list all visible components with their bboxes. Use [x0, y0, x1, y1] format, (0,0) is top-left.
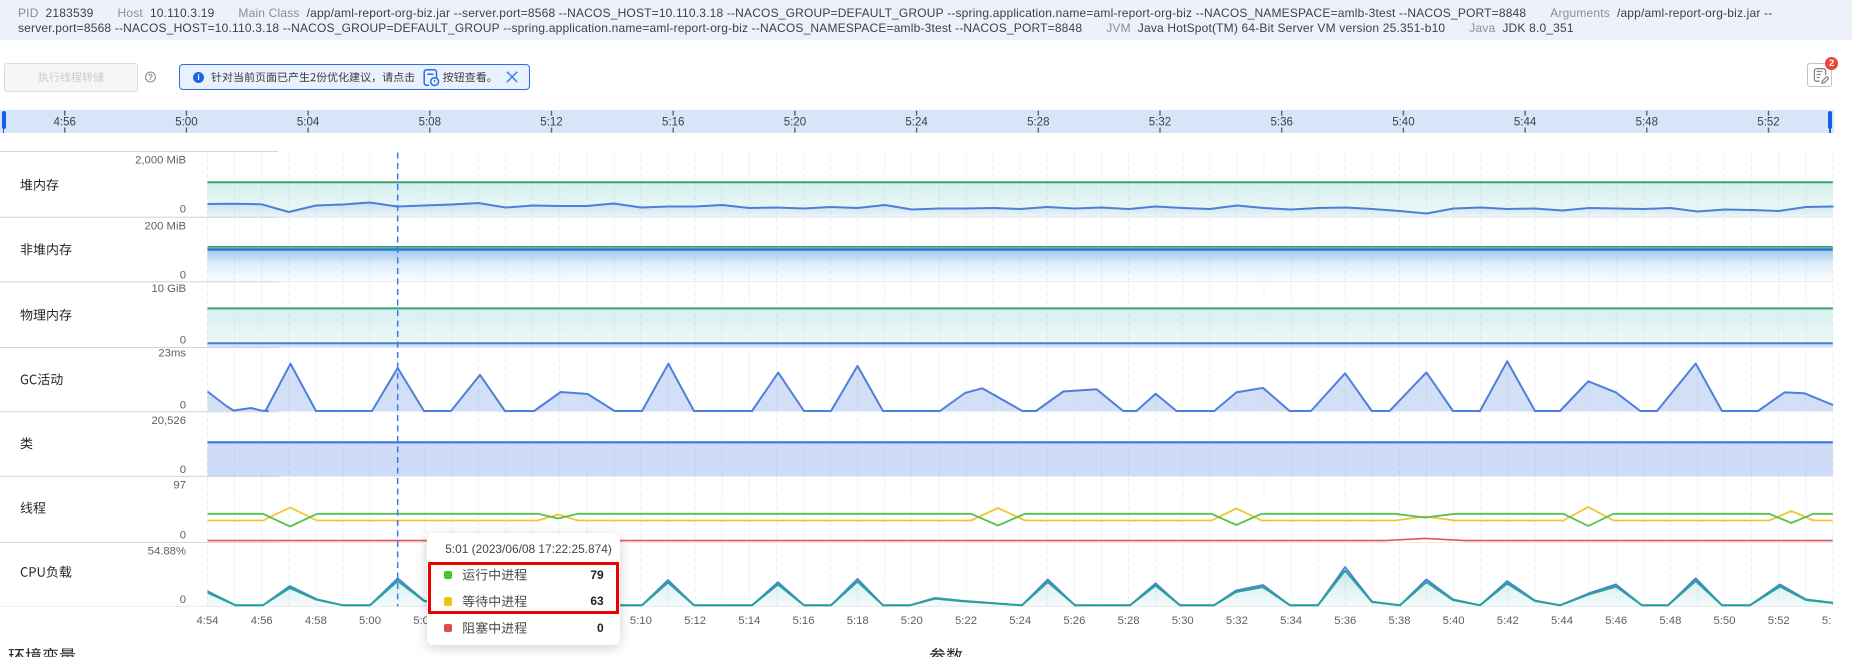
svg-text:5:00: 5:00	[175, 116, 197, 128]
svg-text:4:58: 4:58	[305, 615, 327, 627]
svg-text:0: 0	[180, 529, 186, 541]
svg-text:5:34: 5:34	[1280, 615, 1302, 627]
svg-text:0: 0	[180, 594, 186, 606]
svg-text:5:40: 5:40	[1392, 116, 1414, 128]
svg-text:5:10: 5:10	[630, 615, 652, 627]
svg-text:4:56: 4:56	[54, 116, 76, 128]
svg-text:5:12: 5:12	[540, 116, 562, 128]
svg-text:0: 0	[180, 335, 186, 347]
svg-text:4:54: 4:54	[197, 615, 219, 627]
svg-text:5:54: 5:54	[1822, 615, 1844, 627]
svg-text:5:26: 5:26	[1063, 615, 1085, 627]
svg-text:5:38: 5:38	[1389, 615, 1411, 627]
svg-text:5:22: 5:22	[955, 615, 977, 627]
svg-text:200 MiB: 200 MiB	[145, 221, 186, 233]
svg-text:5:36: 5:36	[1334, 615, 1356, 627]
svg-text:5:08: 5:08	[419, 116, 441, 128]
svg-text:5:28: 5:28	[1027, 116, 1049, 128]
svg-text:5:50: 5:50	[1714, 615, 1736, 627]
svg-text:5:44: 5:44	[1514, 116, 1537, 128]
svg-text:97: 97	[173, 480, 186, 492]
svg-text:5:20: 5:20	[901, 615, 923, 627]
svg-text:5:52: 5:52	[1768, 615, 1790, 627]
svg-text:5:18: 5:18	[847, 615, 869, 627]
svg-text:0: 0	[180, 270, 186, 282]
svg-text:4:56: 4:56	[251, 615, 273, 627]
svg-text:20,526: 20,526	[151, 415, 186, 427]
svg-text:5:16: 5:16	[793, 615, 815, 627]
svg-text:0: 0	[180, 204, 186, 216]
svg-text:?: ?	[148, 72, 153, 82]
svg-text:2,000 MiB: 2,000 MiB	[135, 155, 186, 167]
svg-text:5:12: 5:12	[684, 615, 706, 627]
svg-text:5:42: 5:42	[1497, 615, 1519, 627]
svg-text:23ms: 23ms	[158, 348, 186, 360]
svg-text:5:32: 5:32	[1226, 615, 1248, 627]
svg-text:5:40: 5:40	[1443, 615, 1465, 627]
svg-text:5:30: 5:30	[1172, 615, 1194, 627]
svg-text:5:48: 5:48	[1636, 116, 1658, 128]
svg-text:54.88%: 54.88%	[148, 546, 186, 558]
svg-text:5:48: 5:48	[1659, 615, 1681, 627]
svg-text:10 GiB: 10 GiB	[151, 283, 186, 295]
svg-text:5:20: 5:20	[784, 116, 806, 128]
svg-text:5:36: 5:36	[1271, 116, 1293, 128]
svg-text:5:52: 5:52	[1757, 116, 1779, 128]
svg-text:5:24: 5:24	[1009, 615, 1031, 627]
svg-text:5:14: 5:14	[738, 615, 760, 627]
svg-text:5:04: 5:04	[297, 116, 320, 128]
svg-text:5:00: 5:00	[359, 615, 381, 627]
svg-text:5:32: 5:32	[1149, 116, 1171, 128]
svg-text:5:16: 5:16	[662, 116, 684, 128]
svg-text:0: 0	[180, 400, 186, 412]
svg-text:5:24: 5:24	[905, 116, 928, 128]
svg-text:5:44: 5:44	[1551, 615, 1573, 627]
svg-text:5:46: 5:46	[1605, 615, 1627, 627]
svg-text:5:28: 5:28	[1118, 615, 1140, 627]
svg-text:0: 0	[180, 464, 186, 476]
